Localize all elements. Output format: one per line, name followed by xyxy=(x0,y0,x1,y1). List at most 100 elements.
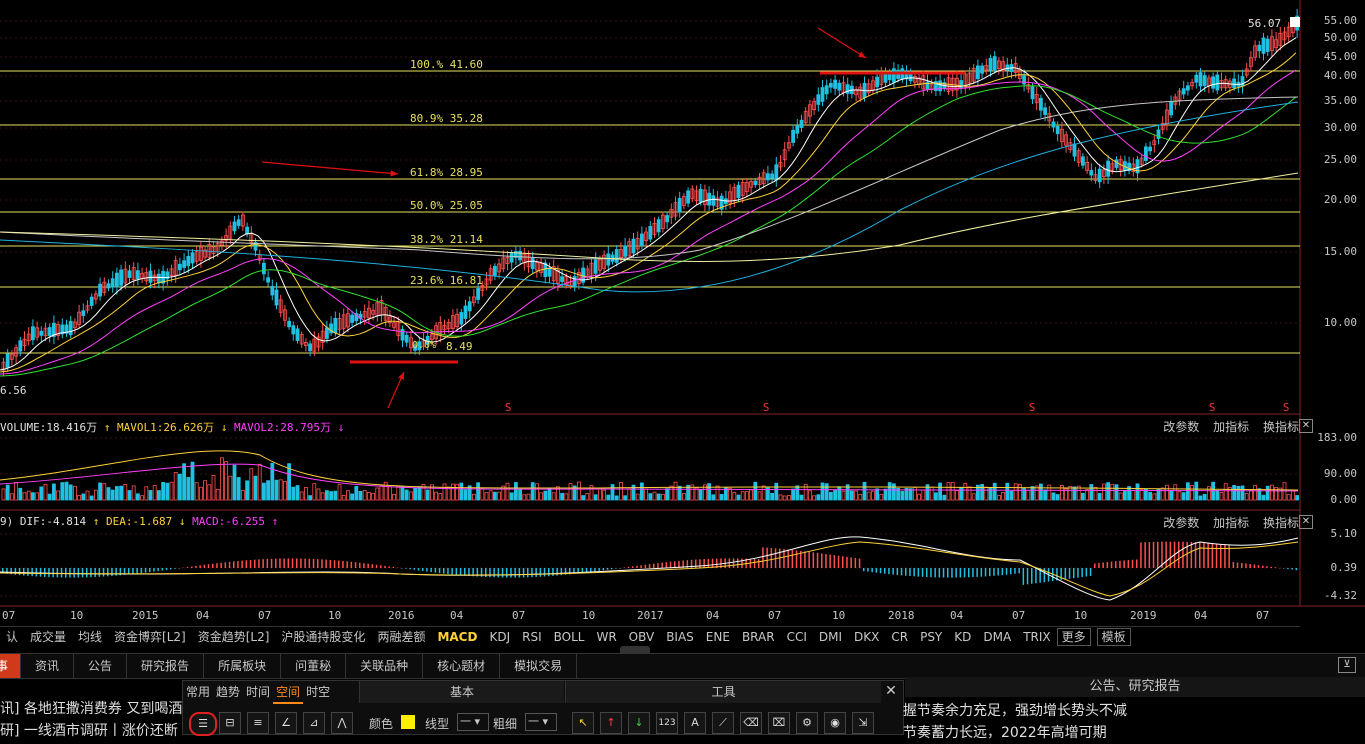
news-item[interactable]: 讯] 各地狂撒消费券 又到喝酒 xyxy=(0,701,183,717)
wave-icon[interactable]: ⋀ xyxy=(331,712,353,734)
settings-icon[interactable]: ⚙ xyxy=(796,712,818,734)
trash-icon[interactable]: ⌧ xyxy=(768,712,790,734)
indicator-tab[interactable]: 两融差额 xyxy=(377,630,426,644)
drawing-tab[interactable]: 空间 xyxy=(273,682,304,704)
volume-bar xyxy=(1165,484,1169,501)
edit-params-button[interactable]: 改参数 xyxy=(1163,516,1200,530)
indicator-tab[interactable]: RSI xyxy=(522,630,542,644)
candle-body xyxy=(14,347,19,357)
switch-indicator-button[interactable]: 换指标 xyxy=(1262,516,1299,530)
number-icon[interactable]: 123 xyxy=(656,712,678,734)
close-icon[interactable]: ✕ xyxy=(885,683,897,699)
candle-body xyxy=(446,321,451,330)
news-tab[interactable]: 核心题材 xyxy=(423,654,501,678)
volume-bar xyxy=(135,493,140,501)
drawing-tab[interactable]: 时间 xyxy=(246,685,271,699)
indicator-tab[interactable]: ENE xyxy=(705,630,730,644)
news-tab[interactable]: 研究报告 xyxy=(127,654,205,678)
news-tab[interactable]: 所属板块 xyxy=(204,654,282,678)
collapse-handle[interactable] xyxy=(620,646,650,653)
volume-bar xyxy=(177,473,182,501)
volume-bar xyxy=(913,487,917,501)
add-indicator-button[interactable]: 加指标 xyxy=(1213,420,1250,434)
fib-angle-icon[interactable]: ∠ xyxy=(275,712,297,734)
indicator-tab[interactable]: CR xyxy=(891,630,909,644)
indicator-tab[interactable]: CCI xyxy=(786,630,807,644)
drawing-tab[interactable]: 时空 xyxy=(306,685,331,699)
indicator-tab[interactable]: BOLL xyxy=(553,630,585,644)
candle-body xyxy=(274,289,279,306)
indicator-tab[interactable]: DKX xyxy=(854,630,880,644)
indicator-tab[interactable]: BIAS xyxy=(666,630,694,644)
indicator-tab[interactable]: 沪股通持股变化 xyxy=(281,630,366,644)
export-icon[interactable]: ⇲ xyxy=(852,712,874,734)
macd-bar xyxy=(396,567,399,569)
gann-fan-icon[interactable]: ⊿ xyxy=(303,712,325,734)
indicator-tab[interactable]: 资金博弈[L2] xyxy=(114,630,186,644)
news-item[interactable]: 节奏蓄力长远，2022年高增可期 xyxy=(903,725,1107,741)
edit-params-button[interactable]: 改参数 xyxy=(1163,420,1200,434)
indicator-tab[interactable]: BRAR xyxy=(741,630,775,644)
indicator-tab[interactable]: 均线 xyxy=(78,630,103,644)
add-indicator-button[interactable]: 加指标 xyxy=(1213,516,1250,530)
indicator-tab[interactable]: KD xyxy=(954,630,972,644)
indicator-tab[interactable]: OBV xyxy=(628,630,655,644)
news-tab[interactable]: 关联品种 xyxy=(346,654,424,678)
parallel-lines-icon[interactable]: ≡ xyxy=(247,712,269,734)
macd-bar xyxy=(10,568,12,575)
drawing-tab[interactable]: 常用 xyxy=(186,685,211,699)
indicator-tab[interactable]: 成交量 xyxy=(30,630,67,644)
candle-body xyxy=(198,246,203,261)
cursor-icon[interactable]: ↖ xyxy=(572,712,594,734)
fib-retracement-icon[interactable]: ⊟ xyxy=(219,712,241,734)
news-tab[interactable]: 事 xyxy=(0,654,22,678)
indicator-tab[interactable]: KDJ xyxy=(489,630,511,644)
news-tab[interactable]: 问董秘 xyxy=(281,654,347,678)
macd-bar xyxy=(1010,568,1012,575)
news-tab[interactable]: 公告 xyxy=(74,654,128,678)
eye-icon[interactable]: ◉ xyxy=(824,712,846,734)
up-arrow-icon[interactable]: ↑ xyxy=(600,712,622,734)
close-icon[interactable]: ✕ xyxy=(1299,419,1313,433)
drawing-tab[interactable]: 趋势 xyxy=(216,685,241,699)
linetype-select[interactable]: 一 ▾ xyxy=(457,713,489,731)
macd-bar xyxy=(317,559,319,568)
macd-bar xyxy=(959,568,962,578)
volume-bar xyxy=(1026,489,1031,501)
template-button[interactable]: 模板 xyxy=(1096,628,1131,646)
eraser-icon[interactable]: ⌫ xyxy=(740,712,762,734)
indicator-tab[interactable]: 资金趋势[L2] xyxy=(197,630,270,644)
minimize-icon[interactable]: ⊻ xyxy=(1338,657,1356,673)
news-item[interactable]: 握节奏余力充足，强劲增长势头不减 xyxy=(903,703,1127,719)
text-icon[interactable]: A xyxy=(684,712,706,734)
indicator-tab[interactable]: WR xyxy=(596,630,617,644)
color-swatch[interactable] xyxy=(401,715,415,729)
news-item[interactable]: 研] 一线酒市调研丨涨价还断 xyxy=(0,723,178,739)
volume-bar xyxy=(669,485,674,501)
ruler-icon[interactable]: ⟋ xyxy=(712,712,734,734)
volume-bar xyxy=(94,489,98,501)
switch-indicator-button[interactable]: 换指标 xyxy=(1262,420,1299,434)
volume-bar xyxy=(1202,493,1207,501)
volume-bar xyxy=(736,494,741,501)
volume-bar xyxy=(1085,489,1089,501)
indicator-tab[interactable]: TRIX xyxy=(1023,630,1051,644)
candle-body xyxy=(715,197,720,207)
indicator-tab[interactable]: MACD xyxy=(437,630,478,644)
indicator-tab[interactable]: DMA xyxy=(983,630,1012,644)
news-tab[interactable]: 模拟交易 xyxy=(500,654,578,678)
horizontal-fib-tool-icon[interactable]: ☰ xyxy=(189,712,217,736)
indicator-tab[interactable]: DMI xyxy=(818,630,843,644)
macd-bar xyxy=(699,559,701,568)
indicator-tab[interactable]: 认 xyxy=(6,630,19,644)
width-select[interactable]: 一 ▾ xyxy=(525,713,557,731)
close-icon[interactable]: ✕ xyxy=(1299,515,1313,529)
macd-bar xyxy=(1127,560,1130,568)
down-arrow-icon[interactable]: ↓ xyxy=(628,712,650,734)
indicator-tab[interactable]: PSY xyxy=(920,630,943,644)
news-tab[interactable]: 资讯 xyxy=(21,654,75,678)
macd-bar xyxy=(627,566,630,568)
volume-bar xyxy=(1013,483,1018,501)
more-button[interactable]: 更多 xyxy=(1056,628,1091,646)
